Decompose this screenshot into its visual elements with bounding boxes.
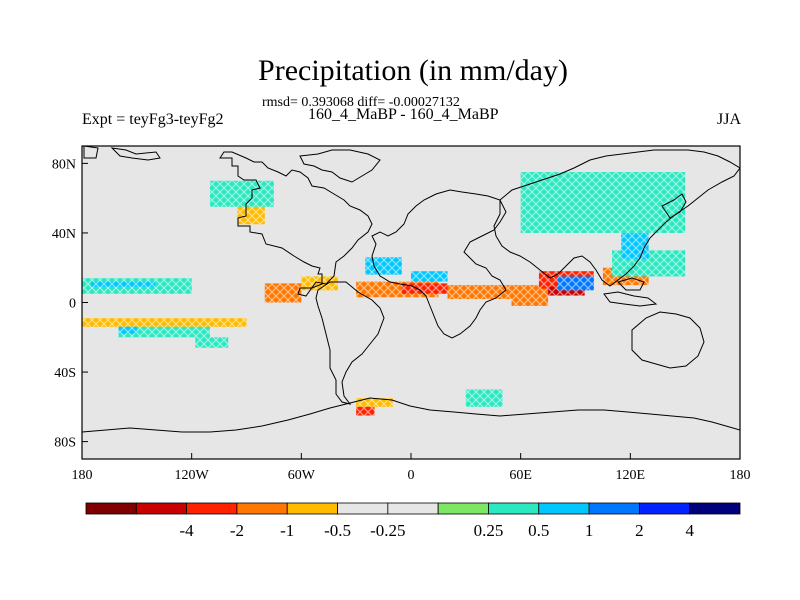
coastline-australia: [631, 311, 705, 369]
lat-tick-label: 40N: [52, 227, 76, 242]
colorbar-swatch: [387, 502, 439, 515]
precip-region-texture: [118, 326, 210, 338]
colorbar-swatch: [236, 502, 288, 515]
precip-region-texture: [520, 172, 686, 233]
experiment-label: Expt = teyFg3-teyFg2: [82, 111, 224, 128]
colorbar-swatch: [588, 502, 640, 515]
coastline-eurasia: [493, 149, 740, 287]
precip-region-texture: [209, 180, 274, 207]
longitude-axis: 180 120W 60W 0 60E 120E 180: [72, 453, 751, 483]
precip-region-texture: [465, 389, 503, 407]
lat-tick-label: 80N: [52, 157, 76, 172]
colorbar: -4 -2 -1 -0.5 -0.25 0.25 0.5 1 2 4: [85, 502, 741, 540]
coastline-japan: [661, 193, 687, 219]
lat-tick-label: 40S: [54, 366, 76, 381]
colorbar-label: -0.25: [370, 521, 405, 540]
coastline-arctic-island: [83, 146, 99, 159]
colorbar-label: 2: [635, 521, 644, 540]
precip-region-texture: [411, 271, 448, 282]
precip-region-texture: [621, 232, 649, 260]
colorbar-label: -2: [230, 521, 244, 540]
coastlines: [82, 146, 740, 459]
lon-tick-label: 60W: [288, 468, 316, 483]
colorbar-swatch: [85, 502, 137, 515]
colorbar-swatch: [638, 502, 691, 515]
lon-tick-label: 120W: [175, 468, 210, 483]
precip-region-texture: [301, 276, 338, 291]
colorbar-swatch: [437, 502, 489, 515]
precip-region-texture: [401, 283, 448, 294]
precip-region-texture: [82, 318, 247, 327]
colorbar-swatch: [337, 502, 389, 515]
precip-region-texture: [237, 206, 265, 225]
colorbar-swatch: [538, 502, 590, 515]
colorbar-label: 0.25: [474, 521, 504, 540]
coastline-maritime-continent: [603, 291, 658, 307]
coastline-greenland: [299, 149, 381, 183]
precip-region-texture: [511, 285, 549, 306]
colorbar-label: 4: [685, 521, 694, 540]
precip-region-texture: [356, 406, 375, 416]
coastline-antarctica: [82, 397, 740, 459]
plot-title: Precipitation (in mm/day): [258, 54, 568, 87]
plot-subtitle: rmsd= 0.393068 diff= -0.00027132: [262, 95, 460, 110]
lat-tick-label: 80S: [54, 436, 76, 451]
season-label: JJA: [717, 111, 742, 128]
precip-region-texture: [264, 283, 302, 303]
precip-region-texture: [91, 281, 156, 287]
lon-tick-label: 120E: [616, 468, 646, 483]
lon-tick-label: 0: [408, 468, 415, 483]
precip-region-texture: [447, 285, 512, 300]
lon-tick-label: 180: [72, 468, 93, 483]
precip-region-texture: [195, 337, 229, 348]
precip-regions: [82, 172, 686, 416]
precip-region-texture: [365, 257, 402, 275]
latitude-axis: 80N 40N 0 40S 80S: [52, 157, 88, 451]
colorbar-label: 1: [585, 521, 594, 540]
period-label: 160_4_MaBP - 160_4_MaBP: [308, 106, 499, 123]
coastline-borneo: [617, 277, 645, 291]
coastline-south-america: [315, 281, 385, 405]
lon-tick-label: 180: [730, 468, 751, 483]
colorbar-swatch: [488, 502, 540, 515]
colorbar-label: -1: [280, 521, 294, 540]
colorbar-swatch: [286, 502, 338, 515]
coastline-africa-europe: [371, 189, 507, 339]
precip-region-texture: [557, 276, 594, 291]
lat-tick-label: 0: [69, 297, 76, 312]
colorbar-swatch: [689, 502, 741, 515]
precip-region-texture: [548, 286, 585, 296]
colorbar-label: -4: [180, 521, 195, 540]
lon-tick-label: 60E: [509, 468, 532, 483]
colorbar-label: 0.5: [528, 521, 549, 540]
colorbar-label: -0.5: [324, 521, 351, 540]
colorbar-swatch: [135, 502, 188, 515]
precip-region-texture: [118, 326, 137, 334]
precip-region-texture: [356, 398, 393, 407]
coastline-arctic-island: [110, 147, 161, 161]
coastline-north-america: [219, 151, 373, 297]
colorbar-swatch: [186, 502, 238, 515]
